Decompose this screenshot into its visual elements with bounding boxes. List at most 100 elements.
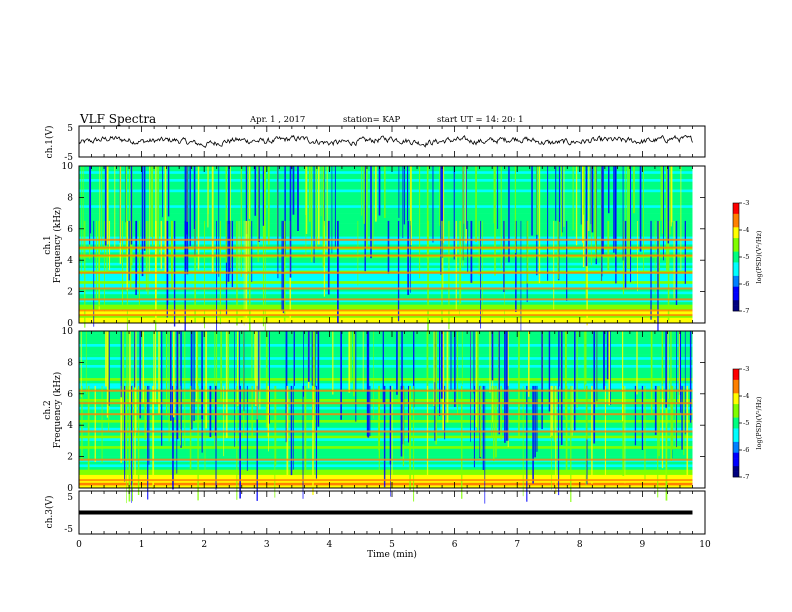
ch2-spec-streak xyxy=(398,331,400,403)
ch1-spec-streak xyxy=(459,220,460,315)
ch1-spec-streak xyxy=(639,166,642,252)
ch2-spec-streak xyxy=(518,331,520,439)
ch2-spec-streak xyxy=(85,331,87,395)
ch2-spec-row xyxy=(79,351,693,355)
ch1-spec-streak xyxy=(231,220,234,288)
ch1-spec-row xyxy=(79,168,693,172)
ch2-spec-streak xyxy=(106,331,109,418)
ch1-spec-streak xyxy=(583,166,585,215)
ch1-spec-row xyxy=(79,223,693,227)
ch1-colorbar-cell xyxy=(733,281,739,285)
ch2-spec-streak xyxy=(565,385,568,472)
ch2-spec-streak xyxy=(239,331,241,390)
ch1-spec-streak xyxy=(514,166,516,253)
ch2-spec-streak xyxy=(439,331,441,416)
ch1-spec-streak xyxy=(494,166,496,276)
ch1-spec-streak xyxy=(257,166,259,262)
ch1-spec-streak xyxy=(366,166,368,249)
ch2-spec-streak xyxy=(239,385,241,499)
ch2-spec-streak xyxy=(482,385,484,470)
ch2-spec-row xyxy=(79,383,693,387)
ch1-spec-row xyxy=(79,210,693,214)
ch1-spec-streak xyxy=(660,166,662,221)
ch1-spec-streak xyxy=(684,220,686,284)
ch2-spec-streak xyxy=(584,331,587,385)
ch1-spec-row xyxy=(79,197,693,201)
ch1-spec-streak xyxy=(460,220,462,304)
ch1-spec-row xyxy=(79,213,693,217)
ch1-waveform-line xyxy=(78,134,693,149)
xtick-label: 3 xyxy=(264,540,270,550)
ch2-spec-streak xyxy=(551,385,553,436)
ch1-spec-row xyxy=(79,228,693,232)
ch1-spec-streak xyxy=(264,166,266,215)
ch1-spec-streak xyxy=(629,166,630,269)
ch2-spec-band xyxy=(79,458,693,461)
ch1-spec-streak xyxy=(402,166,404,238)
ch2-spec-row xyxy=(79,393,693,397)
ch1-spec-streak xyxy=(194,166,196,256)
ch2-spec-row xyxy=(79,472,693,476)
ch2-spec-streak xyxy=(258,331,260,392)
ch2-spec-streak xyxy=(304,385,307,475)
ch2-spec-row xyxy=(79,404,693,408)
ch2-spec-streak xyxy=(461,385,463,499)
ch2-spec-row xyxy=(79,461,693,465)
ch2-spectrogram-heatmap xyxy=(79,331,705,504)
ch1-spec-streak xyxy=(150,166,152,238)
ch2-spec-streak xyxy=(312,385,314,495)
ch1-spec-streak xyxy=(144,166,146,251)
ch2-colorbar-tick-label: -7 xyxy=(743,473,749,481)
ch1-spec-streak xyxy=(135,220,137,295)
ch1-waveform-panel: 5 -5 ch.1(V) xyxy=(44,124,706,163)
ch2-spec-streak xyxy=(201,331,203,419)
ch1-ytick-top: 5 xyxy=(67,124,73,134)
ch2-spec-streak xyxy=(570,385,572,502)
ch2-spec-row xyxy=(79,399,693,402)
ch1-spec-streak xyxy=(572,166,574,231)
ch2-spec-row xyxy=(79,338,693,342)
ch1-spec-streak xyxy=(268,166,270,245)
ch1-spec-row xyxy=(79,296,693,300)
ch1-spec-streak xyxy=(249,220,251,333)
ch1-spec-streak xyxy=(245,220,248,320)
ch1-colorbar-cell xyxy=(733,230,739,233)
ch2-spec-streak xyxy=(317,331,320,427)
ch2-spec-streak xyxy=(168,331,170,442)
ch1-spec-streak xyxy=(378,166,381,216)
ch2-spec-streak xyxy=(586,385,588,440)
ch1-spec-streak xyxy=(615,166,617,284)
ch2-colorbar-label: log(PSD)(V²/Hz) xyxy=(755,396,763,449)
ch1-spec-ytick-label: 8 xyxy=(67,193,73,203)
ch2-spec-streak xyxy=(268,385,269,452)
ch2-spec-streak xyxy=(135,331,137,433)
ch2-colorbar-cell xyxy=(733,433,739,437)
ch2-spec-streak xyxy=(665,385,668,501)
ch2-spec-streak xyxy=(479,385,482,458)
ch1-spec-streak xyxy=(245,166,248,235)
ch1-spec-streak xyxy=(322,166,325,268)
ch1-spec-streak xyxy=(227,220,230,282)
ch2-spec-streak xyxy=(491,385,493,437)
ch2-spec-streak xyxy=(81,385,83,461)
ch2-spec-streak xyxy=(307,331,310,382)
ch1-spec-streak xyxy=(480,220,482,329)
ch2-spec-streak xyxy=(101,385,103,463)
ch2-spec-row xyxy=(79,359,693,363)
ch2-spec-row xyxy=(79,331,693,334)
ch2-spec-streak xyxy=(534,385,536,458)
ch2-spec-streak xyxy=(665,331,668,408)
ch2-colorbar-cell xyxy=(733,377,739,381)
station-label: station= KAP xyxy=(343,115,401,125)
xtick-label: 9 xyxy=(640,540,646,550)
ch2-spec-streak xyxy=(378,385,380,458)
ch2-spec-streak xyxy=(657,385,659,498)
ch2-colorbar-cell xyxy=(733,423,739,426)
ch1-spec-band xyxy=(79,238,693,241)
ch1-spec-row xyxy=(79,304,693,308)
ch2-spec-streak xyxy=(369,385,371,436)
ch2-colorbar-tick-label: -5 xyxy=(743,419,749,427)
ch2-spec-streak xyxy=(678,331,680,404)
ch1-spec-streak xyxy=(184,166,187,270)
ch1-spec-streak xyxy=(313,166,315,263)
